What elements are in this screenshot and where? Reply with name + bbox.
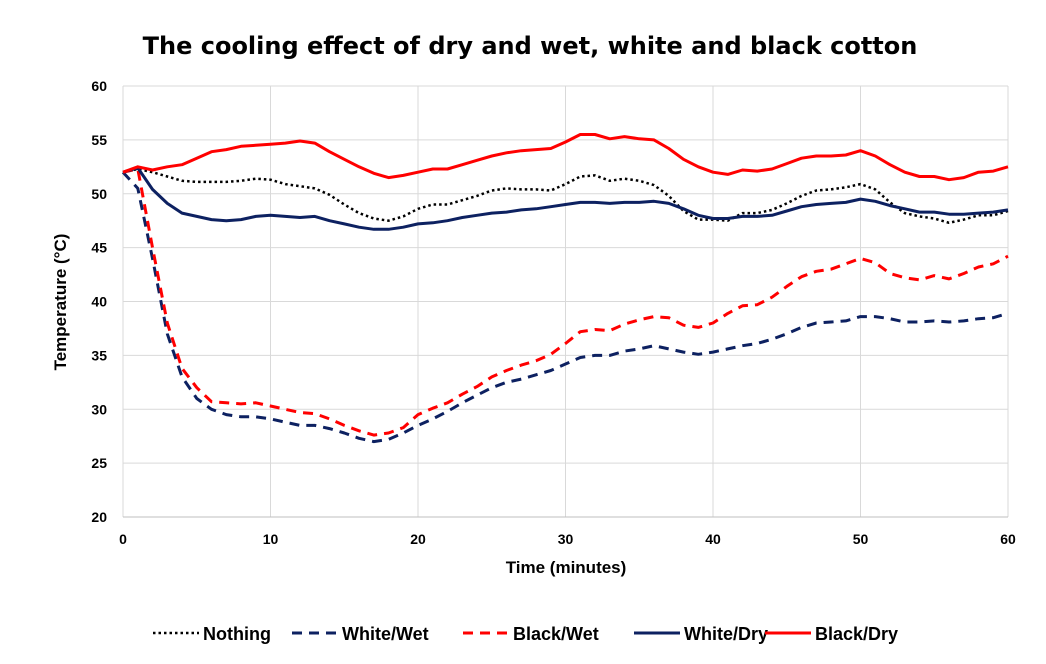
chart-title: The cooling effect of dry and wet, white… xyxy=(143,32,918,60)
x-tick-label: 60 xyxy=(1000,531,1016,547)
x-axis-ticks: 0 10 20 30 40 50 60 xyxy=(119,531,1016,547)
y-tick-label: 45 xyxy=(91,240,107,256)
x-axis-label: Time (minutes) xyxy=(506,558,627,577)
x-tick-label: 20 xyxy=(410,531,426,547)
series-line-black-wet xyxy=(122,167,1009,437)
y-tick-label: 55 xyxy=(91,132,107,148)
y-tick-label: 20 xyxy=(91,509,107,525)
series-line-black-dry xyxy=(122,133,1009,182)
series-line-nothing xyxy=(122,167,1009,225)
series-line-white-wet xyxy=(121,171,1009,444)
legend: Nothing White/Wet Black/Wet White/Dry Black/… xyxy=(153,624,898,644)
series-line-white-dry xyxy=(122,166,1009,231)
x-tick-label: 0 xyxy=(119,531,127,547)
x-tick-label: 50 xyxy=(853,531,869,547)
y-axis-ticks: 20 25 30 35 40 45 50 55 60 xyxy=(91,78,107,525)
series-layer xyxy=(121,133,1009,444)
x-tick-label: 30 xyxy=(558,531,574,547)
y-axis-label: Temperature (°C) xyxy=(51,234,70,371)
x-tick-label: 40 xyxy=(705,531,721,547)
legend-label: Black/Dry xyxy=(815,624,898,644)
y-tick-label: 60 xyxy=(91,78,107,94)
y-tick-label: 50 xyxy=(91,186,107,202)
legend-label: Nothing xyxy=(203,624,271,644)
legend-label: White/Wet xyxy=(342,624,429,644)
y-tick-label: 40 xyxy=(91,294,107,310)
y-tick-label: 30 xyxy=(91,401,107,417)
y-tick-label: 35 xyxy=(91,347,107,363)
legend-label: Black/Wet xyxy=(513,624,599,644)
x-tick-label: 10 xyxy=(263,531,279,547)
y-tick-label: 25 xyxy=(91,455,107,471)
gridlines xyxy=(122,85,1009,518)
legend-label: White/Dry xyxy=(684,624,768,644)
